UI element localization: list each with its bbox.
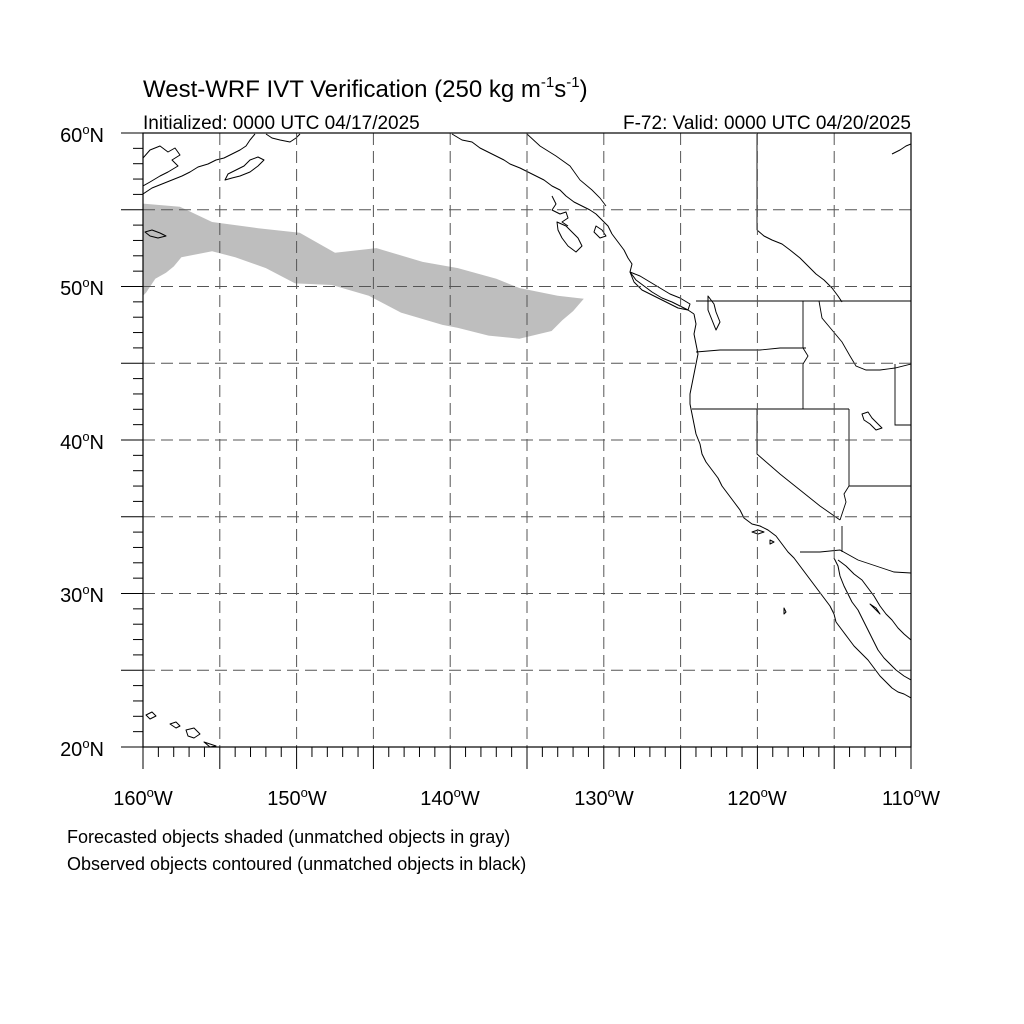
lon-label-150w: 150oW — [267, 785, 327, 810]
forecast-ivt-object — [143, 203, 584, 339]
lat-label-60n: 60oN — [60, 122, 104, 147]
coastlines — [143, 133, 911, 747]
longitude-labels: 160oW 150oW 140oW 130oW 120oW 110oW — [113, 785, 940, 810]
figure-title: West-WRF IVT Verification (250 kg m-1s-1… — [143, 74, 588, 103]
lon-label-110w: 110oW — [882, 785, 940, 810]
title-mid: s — [554, 76, 566, 103]
axis-ticks — [121, 132, 912, 769]
lat-label-40n: 40oN — [60, 429, 104, 454]
lat-label-50n: 50oN — [60, 275, 104, 300]
footnote-forecast: Forecasted objects shaded (unmatched obj… — [67, 827, 510, 847]
title-close: ) — [580, 76, 588, 103]
lon-label-160w: 160oW — [113, 785, 173, 810]
lon-label-130w: 130oW — [574, 785, 634, 810]
lat-label-30n: 30oN — [60, 582, 104, 607]
init-time-label: Initialized: 0000 UTC 04/17/2025 — [143, 113, 420, 134]
valid-time-label: F-72: Valid: 0000 UTC 04/20/2025 — [623, 113, 911, 134]
footnote-observed: Observed objects contoured (unmatched ob… — [67, 854, 526, 874]
latitude-labels: 60oN 50oN 40oN 30oN 20oN — [60, 122, 104, 761]
title-exponent-2: -1 — [566, 74, 579, 91]
lon-label-140w: 140oW — [420, 785, 480, 810]
map-area — [143, 133, 911, 747]
title-main: West-WRF IVT Verification (250 kg m — [143, 76, 541, 103]
lon-label-120w: 120oW — [727, 785, 787, 810]
political-borders — [526, 133, 911, 574]
title-exponent-1: -1 — [541, 74, 554, 91]
lat-label-20n: 20oN — [60, 736, 104, 761]
graticule — [143, 133, 911, 747]
